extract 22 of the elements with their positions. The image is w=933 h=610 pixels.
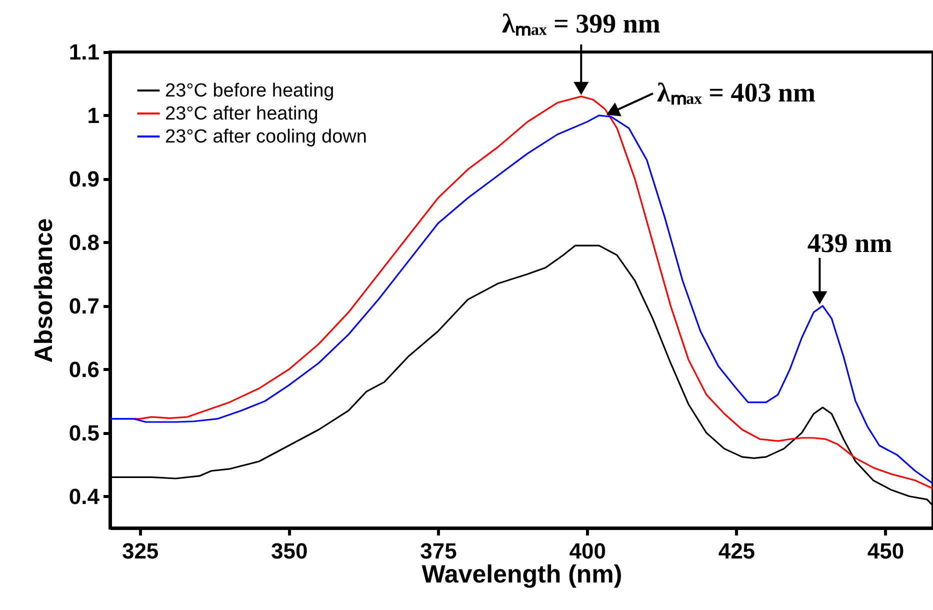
y-tick-label: 0.4	[68, 484, 100, 509]
y-tick-label: 0.5	[68, 420, 100, 446]
x-tick-label: 450	[867, 538, 904, 564]
y-tick-label: 0.7	[68, 293, 100, 318]
y-tick-label: 0.9	[68, 166, 100, 192]
y-tick-label: 0.6	[68, 356, 100, 382]
y-tick-label: 1.1	[68, 40, 100, 64]
x-tick-label: 350	[271, 538, 308, 564]
annotation: λₘₐₓ = 403 nm	[656, 77, 816, 108]
x-tick-label: 400	[569, 538, 606, 564]
x-tick-label: 425	[718, 538, 756, 564]
legend-label: 23°C before heating	[165, 80, 334, 102]
legend-label: 23°C after cooling down	[165, 126, 367, 148]
x-tick-label: 325	[122, 538, 159, 564]
y-tick-label: 0.8	[68, 230, 100, 255]
annotation: λₘₐₓ = 399 nm	[502, 8, 661, 38]
x-tick-label: 375	[420, 538, 457, 564]
x-axis-title: Wavelength (nm)	[422, 560, 622, 588]
legend-label: 23°C after heating	[165, 104, 318, 124]
annotation: 439 nm	[807, 228, 893, 258]
y-tick-label: 1	[87, 102, 100, 128]
y-axis-title: Absorbance	[30, 218, 58, 363]
